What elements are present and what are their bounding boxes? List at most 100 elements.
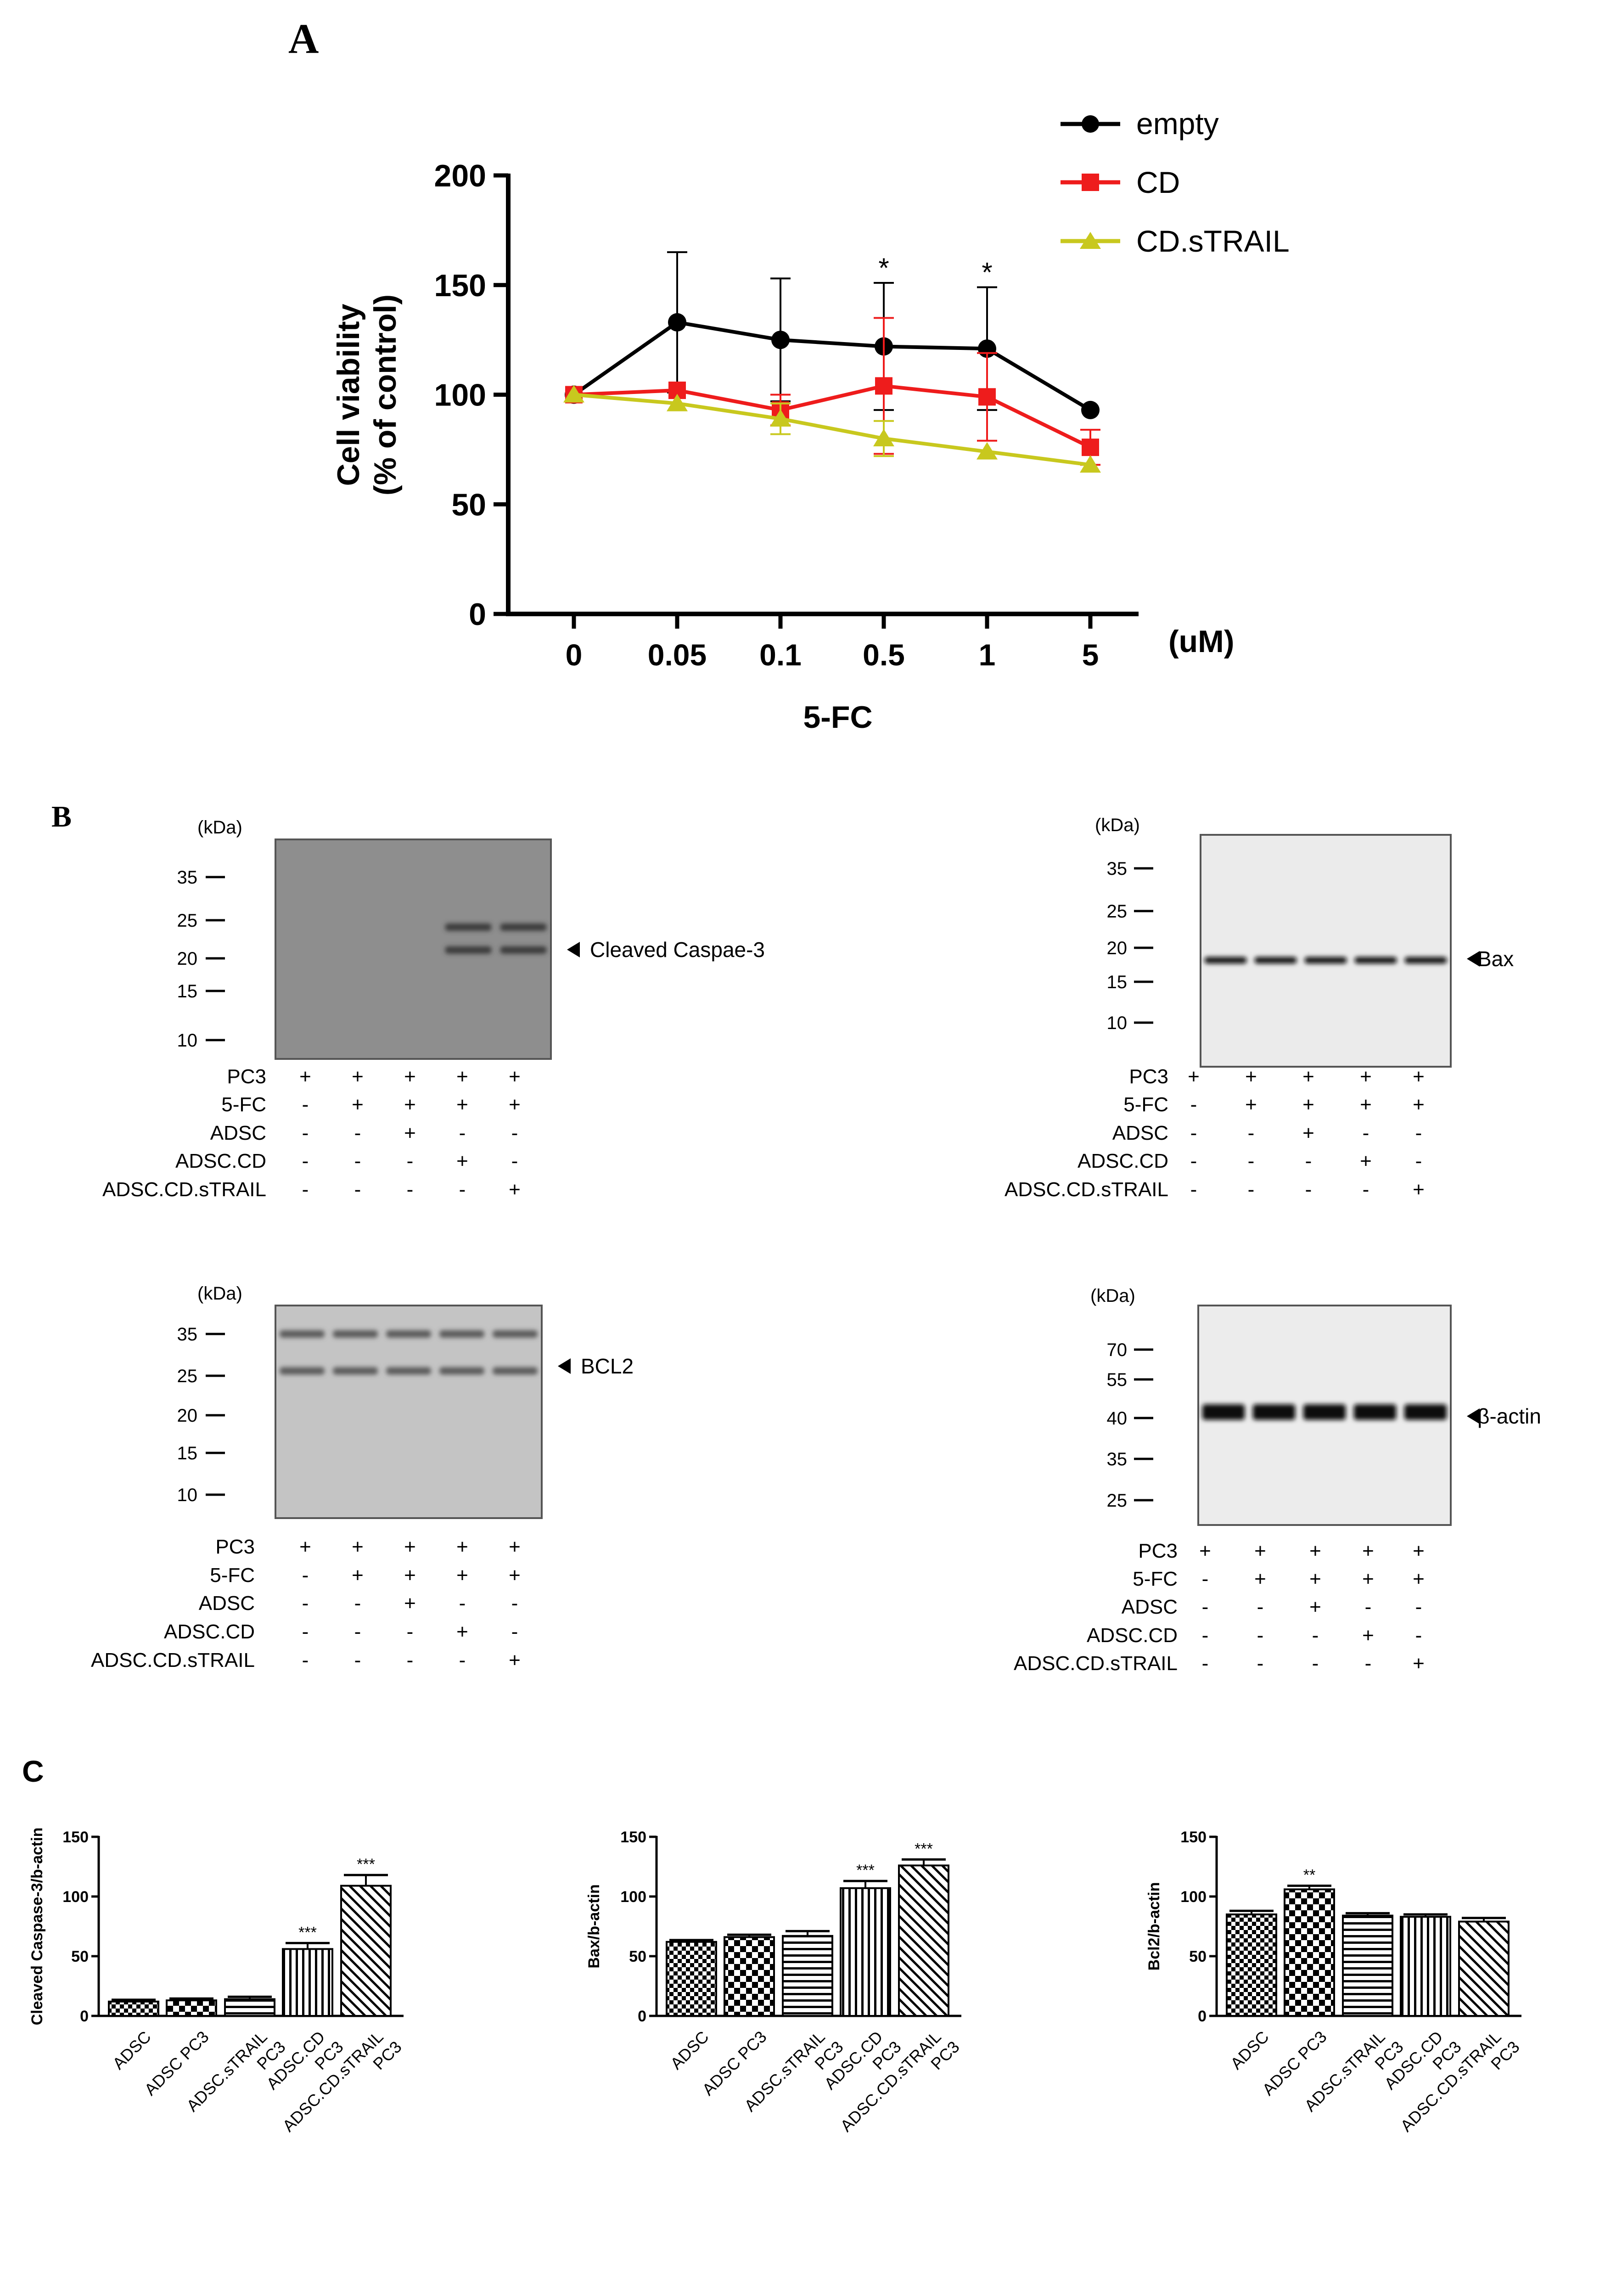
bar (898, 1864, 949, 2017)
condition-value: - (1365, 1652, 1372, 1675)
condition-value: - (302, 1649, 309, 1671)
condition-value: + (1360, 1150, 1372, 1172)
condition-label: ADSC (210, 1122, 266, 1144)
condition-value: - (459, 1178, 466, 1201)
blot-band (1404, 1404, 1447, 1420)
arrow-icon (1467, 1408, 1480, 1424)
condition-label: 5-FC (1123, 1093, 1168, 1116)
condition-label: PC3 (227, 1065, 266, 1088)
x-tick-label: 5 (1082, 638, 1099, 672)
condition-value: - (407, 1150, 414, 1172)
y-tick-label: 0 (469, 597, 486, 632)
condition-value: - (459, 1122, 466, 1144)
bar (224, 1998, 275, 2017)
condition-value: + (509, 1093, 521, 1116)
marker-label: 55 (1107, 1370, 1128, 1390)
significance-label: *** (357, 1856, 375, 1873)
panel-letter-b: B (51, 800, 72, 833)
condition-value: - (1190, 1150, 1197, 1172)
condition-value: + (456, 1564, 468, 1587)
y-tick-label: 50 (451, 487, 486, 522)
blot-1: (kDa) 35 25 20 15 10 Cleaved Caspae-3 PC3 + + + + +5… (102, 817, 765, 1201)
condition-value: - (1248, 1150, 1255, 1172)
condition-value: - (407, 1621, 414, 1643)
condition-value: + (1309, 1596, 1321, 1618)
condition-label: 5-FC (221, 1093, 266, 1116)
condition-label: ADSC (1122, 1596, 1178, 1618)
significance-label: *** (915, 1840, 933, 1857)
data-point (668, 313, 686, 332)
condition-label: ADSC.CD.sTRAIL (1005, 1178, 1168, 1201)
marker-label: 15 (177, 1443, 198, 1463)
condition-value: - (1305, 1178, 1312, 1201)
data-point (563, 385, 584, 403)
condition-value: - (1363, 1122, 1369, 1144)
condition-value: - (1202, 1596, 1209, 1618)
legend-label-cd: CD (1136, 165, 1180, 199)
y-axis-title: Bcl2/b-actin (1145, 1882, 1163, 1971)
condition-value: - (1415, 1122, 1422, 1144)
condition-value: - (354, 1592, 361, 1615)
marker-label: 10 (177, 1030, 198, 1051)
condition-value: - (1202, 1568, 1209, 1590)
condition-label: ADSC.CD (164, 1621, 255, 1643)
marker-label: 70 (1107, 1340, 1128, 1360)
blot-band (386, 1367, 431, 1375)
blot-target-label: Bax (1477, 947, 1514, 971)
condition-value: - (302, 1564, 309, 1587)
condition-label: PC3 (1129, 1065, 1168, 1088)
x-category-label: ADSC (667, 2027, 713, 2073)
data-point (875, 377, 892, 395)
condition-value: - (1312, 1652, 1319, 1675)
condition-value: + (456, 1621, 468, 1643)
blot-band (1304, 957, 1347, 964)
series-line-empty (572, 320, 1092, 412)
marker-label: 35 (177, 1324, 198, 1345)
condition-value: - (407, 1649, 414, 1671)
bar (166, 1999, 217, 2017)
condition-value: + (352, 1065, 364, 1088)
blot-target-label: Cleaved Caspae-3 (590, 938, 765, 962)
blot-unit-label: (kDa) (197, 1283, 242, 1304)
condition-value: - (1415, 1596, 1422, 1618)
condition-value: + (404, 1122, 416, 1144)
marker-label: 35 (177, 867, 198, 888)
significance-label: * (878, 253, 889, 283)
condition-value: - (302, 1122, 309, 1144)
legend-marker-triangle (1080, 232, 1101, 249)
significance-label: ** (1303, 1867, 1315, 1884)
condition-value: - (354, 1150, 361, 1172)
condition-value: - (354, 1178, 361, 1201)
y-axis-title-line1: Cell viability (331, 304, 366, 486)
y-tick-label: 100 (1180, 1888, 1207, 1906)
x-tick-label: 0.1 (759, 638, 802, 672)
legend-item-empty: empty (1061, 107, 1219, 141)
blot-band (333, 1367, 378, 1375)
y-tick-label: 150 (620, 1829, 646, 1846)
condition-value: - (511, 1592, 518, 1615)
condition-value: + (1309, 1568, 1321, 1590)
condition-value: + (509, 1178, 521, 1201)
blot-band (280, 1330, 325, 1338)
bar (108, 2000, 159, 2017)
y-tick-label: 150 (434, 268, 486, 303)
condition-value: - (1257, 1624, 1264, 1647)
data-point (978, 388, 996, 406)
blot-band (439, 1367, 484, 1375)
marker-label: 10 (177, 1485, 198, 1505)
blot-band (500, 923, 547, 931)
condition-value: - (302, 1621, 309, 1643)
condition-label: PC3 (215, 1536, 255, 1558)
blot-band (1202, 1404, 1245, 1420)
bar (1342, 1914, 1393, 2017)
blot-band (1204, 957, 1247, 964)
condition-value: + (1302, 1065, 1314, 1088)
marker-label: 35 (1107, 1449, 1128, 1469)
data-point (977, 442, 998, 460)
condition-value: - (1415, 1624, 1422, 1647)
y-tick-label: 50 (1189, 1948, 1207, 1965)
condition-value: - (1312, 1624, 1319, 1647)
condition-label: ADSC.CD.sTRAIL (91, 1649, 255, 1671)
y-tick-label: 150 (62, 1829, 89, 1846)
blot-band (1254, 957, 1297, 964)
